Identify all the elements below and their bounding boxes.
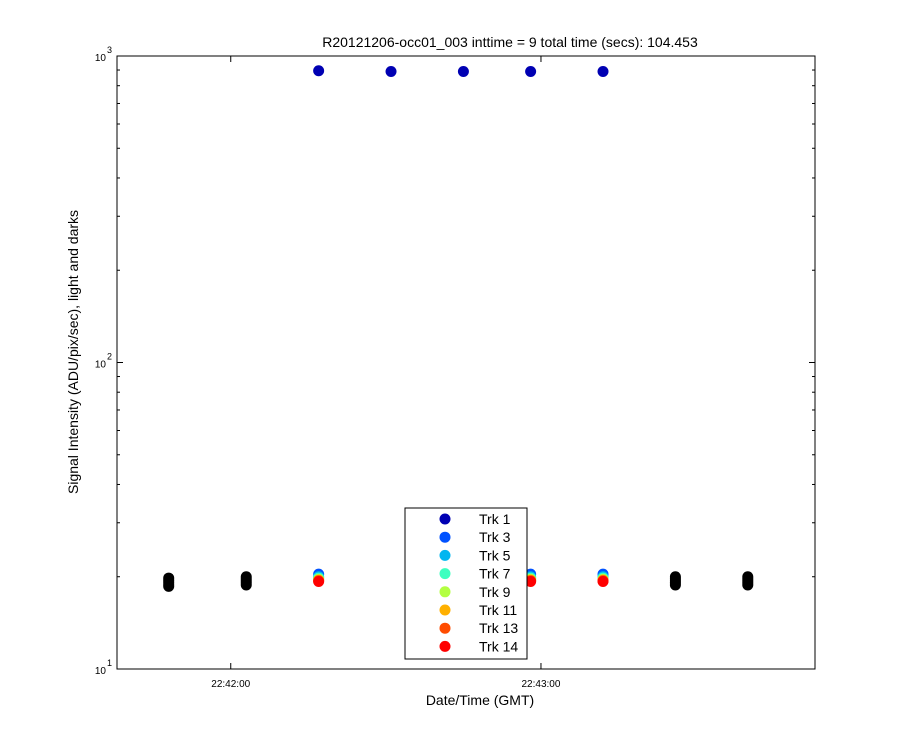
legend-marker (439, 640, 451, 652)
legend: Trk 1 Trk 3 Trk 5 Trk 7 Trk 9 Trk 11 Trk 13 Trk… (404, 507, 528, 660)
legend-marker (439, 531, 451, 543)
legend-label: Trk 3 (479, 529, 511, 545)
x-tick-label: 22:42:00 (211, 679, 250, 690)
legend-marker (439, 568, 451, 580)
data-point (525, 575, 537, 587)
legend-marker (439, 622, 451, 634)
legend-marker (439, 586, 451, 598)
chart-title: R20121206-occ01_003 inttime = 9 total ti… (322, 34, 698, 50)
legend-label: Trk 13 (479, 620, 518, 636)
dark-point (742, 571, 754, 583)
dark-point (240, 571, 252, 583)
dark-point (669, 571, 681, 583)
data-point (313, 575, 325, 587)
legend-box (404, 507, 528, 660)
legend-label: Trk 7 (479, 566, 511, 582)
data-point (597, 575, 609, 587)
x-tick-label: 22:43:00 (522, 679, 561, 690)
data-point (457, 66, 469, 78)
data-point (525, 66, 537, 78)
legend-label: Trk 14 (479, 638, 518, 654)
legend-label: Trk 11 (479, 602, 517, 618)
legend-label: Trk 5 (479, 547, 511, 563)
data-point (597, 66, 609, 78)
y-tick-label: 10 (95, 53, 107, 64)
legend-marker (439, 513, 451, 525)
data-point (313, 65, 325, 77)
y-axis-label: Signal Intensity (ADU/pix/sec), light an… (65, 210, 81, 494)
legend-label: Trk 1 (479, 511, 511, 527)
legend-items: Trk 1 Trk 3 Trk 5 Trk 7 Trk 9 Trk 11 Trk 13 Trk… (439, 511, 518, 654)
data-point (385, 66, 397, 78)
y-tick-exponent: 2 (107, 352, 112, 362)
dark-point (163, 572, 175, 584)
y-tick-label: 10 (95, 360, 107, 371)
legend-marker (439, 549, 451, 561)
y-tick-label: 10 (95, 666, 107, 677)
y-tick-exponent: 1 (107, 658, 112, 668)
x-axis-label: Date/Time (GMT) (426, 692, 534, 708)
legend-marker (439, 604, 451, 616)
data-points (163, 65, 754, 592)
y-tick-exponent: 3 (107, 45, 112, 55)
legend-label: Trk 9 (479, 584, 511, 600)
